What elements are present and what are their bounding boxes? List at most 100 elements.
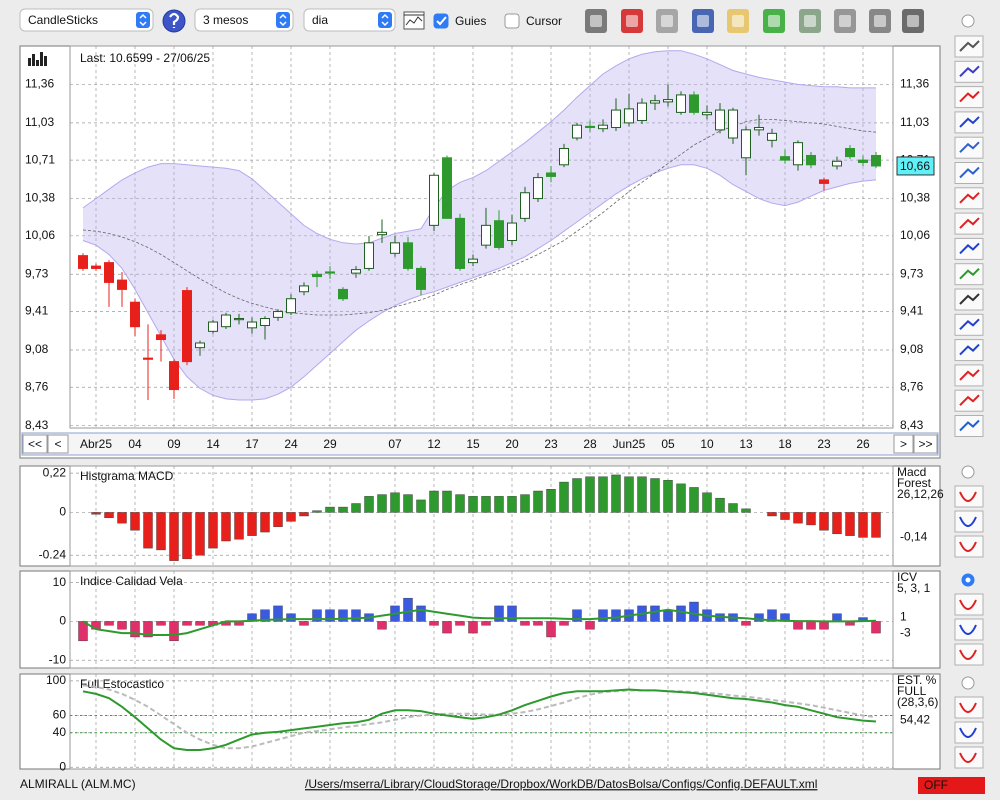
config-path[interactable]: /Users/mserra/Library/CloudStorage/Dropb… [305, 777, 817, 791]
tool-button[interactable] [954, 60, 984, 83]
indicator-button[interactable] [954, 696, 984, 719]
tool-button[interactable] [954, 339, 984, 362]
candle-body [260, 318, 270, 327]
nav-button[interactable] [22, 434, 48, 454]
period-select[interactable] [194, 8, 294, 32]
tool-button[interactable] [954, 86, 984, 109]
panel-title: Histgrama MACD [80, 469, 174, 483]
histogram-bar [130, 621, 140, 638]
tool-button[interactable] [954, 111, 984, 134]
indicator-button[interactable] [954, 618, 984, 641]
histogram-bar [143, 512, 153, 549]
panel-radio[interactable] [961, 14, 975, 28]
histogram-bar [351, 503, 361, 513]
candle-body [572, 124, 582, 139]
panel-radio[interactable] [961, 676, 975, 690]
tool-button[interactable] [954, 263, 984, 286]
indicator-button[interactable] [954, 510, 984, 533]
x-tick-label: 04 [128, 437, 142, 451]
tool-button[interactable] [954, 35, 984, 58]
candle-body [325, 271, 335, 274]
tool-button[interactable] [954, 313, 984, 336]
tool-button[interactable] [954, 237, 984, 260]
nav-button[interactable] [893, 434, 914, 454]
nav-button[interactable] [47, 434, 69, 454]
tool-button[interactable] [954, 212, 984, 235]
indicator-button-glyph [959, 624, 977, 635]
histogram-bar [169, 512, 179, 561]
period-select-stepper[interactable] [276, 12, 290, 28]
histogram-bar [871, 621, 881, 634]
histogram-bar [286, 512, 296, 522]
last-value-label: 10,66 [900, 159, 930, 173]
nav-button-label: >> [918, 437, 932, 451]
candle-body [494, 220, 504, 248]
tool-button[interactable] [954, 364, 984, 387]
candle-body [858, 159, 868, 163]
candle-body [624, 108, 634, 124]
delete-button-glyph [626, 15, 638, 27]
candle-body [221, 314, 231, 328]
candle-body [91, 265, 101, 269]
indicator-label: 26,12,26 [897, 487, 944, 501]
nav-button[interactable] [913, 434, 938, 454]
mode-indicator[interactable] [918, 777, 985, 794]
indicator-button[interactable] [954, 721, 984, 744]
chart-type-select-stepper[interactable] [136, 12, 150, 28]
panel-radio[interactable] [961, 465, 975, 479]
chart-type-select[interactable] [19, 8, 154, 32]
x-tick-label: 29 [323, 437, 337, 451]
candle-body [806, 154, 816, 166]
histogram-bar [858, 512, 868, 538]
histogram-bar [832, 512, 842, 535]
interval-select-stepper[interactable] [378, 12, 392, 28]
histogram-bar [871, 512, 881, 538]
y-tick-label-right: 9,08 [900, 342, 924, 356]
y-tick-label-right: 8,43 [900, 418, 924, 432]
y-tick-label: 60 [53, 708, 67, 722]
histogram-bar [754, 613, 764, 622]
histogram-bar [663, 480, 673, 513]
period-select-arrows [279, 13, 287, 27]
indicator-button[interactable] [954, 593, 984, 616]
candle-body [195, 342, 205, 349]
histogram-bar [221, 512, 231, 542]
tool-button[interactable] [954, 415, 984, 437]
chart-icon[interactable] [403, 11, 425, 30]
x-tick-label: 23 [817, 437, 831, 451]
tool-button[interactable] [954, 187, 984, 210]
histogram-bar [286, 613, 296, 622]
y-tick-label-right: 10,06 [900, 228, 930, 242]
cursor-checkbox[interactable] [504, 13, 520, 29]
indicator-button[interactable] [954, 643, 984, 666]
histogram-bar [117, 621, 127, 630]
chart-type-select-arrows [139, 13, 147, 27]
tool-button[interactable] [954, 288, 984, 311]
histogram-bar [611, 609, 621, 622]
histogram-bar [312, 510, 322, 513]
histogram-bar [832, 613, 842, 622]
histogram-bar [494, 605, 504, 622]
histogram-bar [650, 478, 660, 513]
candle-body [247, 321, 257, 329]
guides-checkbox[interactable] [433, 13, 449, 29]
panel-title: Indice Calidad Vela [80, 574, 183, 588]
candle-body [767, 132, 777, 141]
guides-checkbox-check [436, 16, 447, 26]
tool-button[interactable] [954, 162, 984, 184]
cursor-checkbox-label: Cursor [526, 14, 562, 28]
tool-button[interactable] [954, 389, 984, 412]
interval-select[interactable] [303, 8, 396, 32]
histogram-bar [234, 512, 244, 540]
histogram-bar [585, 621, 595, 630]
indicator-button[interactable] [954, 535, 984, 558]
y-tick-label-right: 10,38 [900, 191, 930, 205]
indicator-button[interactable] [954, 746, 984, 769]
indicator-button[interactable] [954, 485, 984, 508]
tool-button[interactable] [954, 136, 984, 159]
tool-button-glyph [959, 192, 980, 204]
moving-average [82, 119, 877, 316]
candle-body [585, 125, 595, 129]
histogram-bar [676, 605, 686, 622]
y-tick-label: 8,43 [25, 418, 49, 432]
